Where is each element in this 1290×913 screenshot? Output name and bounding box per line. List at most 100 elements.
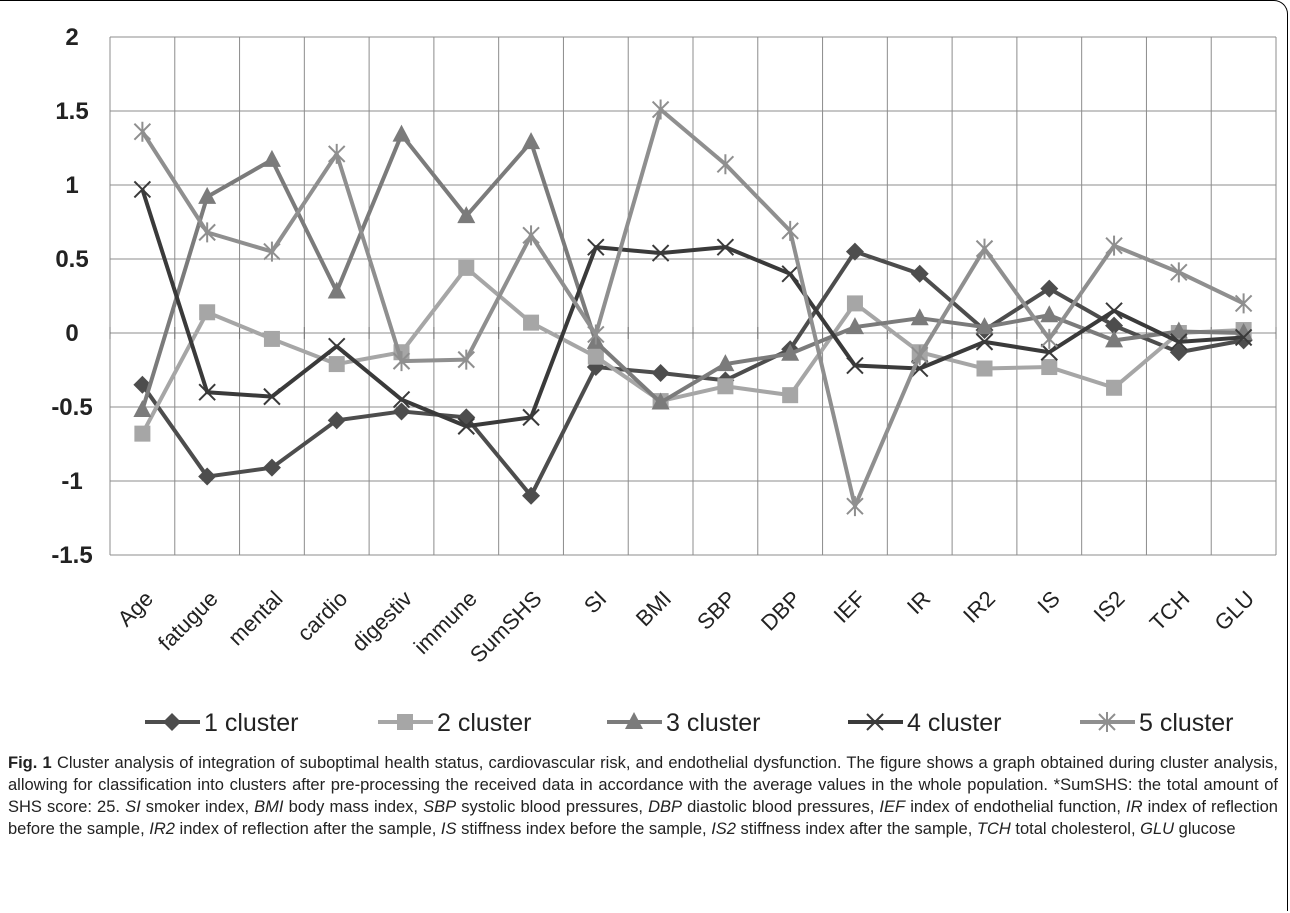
data-point [522, 486, 541, 505]
data-point [846, 496, 864, 517]
data-point [457, 349, 475, 370]
abbreviation-definition: stiffness index before the sample, [456, 820, 712, 838]
legend-label: 5 cluster [1139, 709, 1233, 737]
data-point [781, 343, 800, 361]
data-point [910, 264, 929, 283]
series-line [140, 249, 1244, 498]
data-point [781, 265, 799, 283]
x-tick-label: SBP [692, 586, 741, 635]
data-point [1170, 262, 1188, 283]
abbreviation-definition: index of reflection after the sample, [174, 820, 441, 838]
x-tick-label: fatugue [153, 586, 223, 656]
data-point [651, 244, 670, 262]
data-point [845, 242, 864, 261]
data-point [911, 345, 929, 366]
abbreviation-definition: smoker index, [140, 798, 255, 816]
data-point [975, 333, 994, 351]
data-point [133, 399, 152, 417]
data-point [910, 308, 929, 326]
data-point [1106, 379, 1123, 396]
data-point [845, 317, 864, 335]
data-point [328, 356, 345, 373]
data-point [263, 241, 281, 262]
data-point [1041, 359, 1058, 376]
data-point [651, 392, 670, 410]
x-tick-label: IR2 [958, 586, 1000, 628]
data-point [1040, 328, 1058, 349]
data-point [975, 317, 994, 335]
data-point [1105, 235, 1123, 256]
data-point [1234, 328, 1253, 347]
data-point [134, 425, 151, 442]
abbreviation-term: GLU [1140, 820, 1175, 838]
data-point [392, 390, 411, 409]
data-point [133, 180, 152, 199]
abbreviation-term: IS2 [711, 820, 736, 838]
abbreviation-term: IEF [879, 798, 906, 816]
data-point [716, 354, 735, 372]
data-point [262, 458, 281, 477]
series-line [140, 265, 1244, 435]
data-point [1234, 293, 1253, 314]
x-tick-label: BMI [631, 586, 676, 631]
data-point [522, 408, 540, 427]
data-point [198, 222, 216, 243]
data-point [846, 356, 864, 375]
data-point [782, 387, 799, 404]
legend-item: 1 cluster [145, 709, 298, 737]
y-tick-label: 0 [65, 320, 78, 347]
data-point [1040, 279, 1059, 298]
data-point [522, 225, 540, 246]
data-point [1098, 712, 1116, 732]
legend-label: 2 cluster [437, 709, 531, 737]
data-point [781, 220, 799, 241]
data-point [263, 387, 281, 406]
data-point [975, 238, 994, 259]
data-point [522, 132, 541, 150]
data-point [457, 206, 476, 224]
y-tick-label: -1 [61, 468, 82, 495]
series-line [140, 107, 1245, 509]
x-tick-label: SI [579, 586, 611, 618]
y-tick-label: -0.5 [51, 394, 92, 421]
data-point [199, 304, 216, 321]
abbreviation-term: IS [440, 820, 457, 838]
data-point [846, 295, 863, 312]
abbreviation-term: IR2 [149, 820, 175, 838]
data-point [716, 238, 735, 256]
x-tick-label: Age [113, 586, 158, 631]
series-line [140, 188, 1244, 429]
data-point [198, 186, 217, 204]
abbreviation-term: SBP [423, 798, 457, 816]
data-point [1170, 333, 1188, 351]
data-point [866, 713, 884, 731]
x-tick-label: DBP [756, 586, 806, 636]
chart-grid [109, 36, 1277, 556]
data-point [133, 121, 152, 142]
x-tick-label: IR [902, 586, 935, 619]
data-point [327, 411, 346, 430]
abbreviation-term: TCH [976, 820, 1011, 838]
y-tick-label: 1.5 [55, 98, 88, 125]
data-point [587, 324, 605, 345]
caption-text: Cluster analysis of integration of subop… [8, 754, 1278, 816]
abbreviation-term: SI [125, 798, 141, 816]
abbreviation-definition: index of reflection before the sample, [8, 798, 1278, 838]
data-point [458, 259, 475, 276]
abbreviation-definition: systolic blood pressures, [456, 798, 649, 816]
abbreviation-definition: stiffness index after the sample, [735, 820, 977, 838]
x-tick-label: SumSHS [465, 586, 547, 668]
legend-label: 4 cluster [907, 709, 1001, 737]
data-point [1105, 330, 1124, 348]
legend-item: 4 cluster [848, 709, 1001, 737]
abbreviation-definition: body mass index, [283, 798, 424, 816]
data-point [328, 143, 346, 164]
data-point [1169, 321, 1188, 339]
data-point [716, 154, 735, 175]
series-4-cluster [133, 180, 1253, 435]
legend-label: 3 cluster [666, 709, 760, 737]
data-point [1105, 316, 1124, 335]
